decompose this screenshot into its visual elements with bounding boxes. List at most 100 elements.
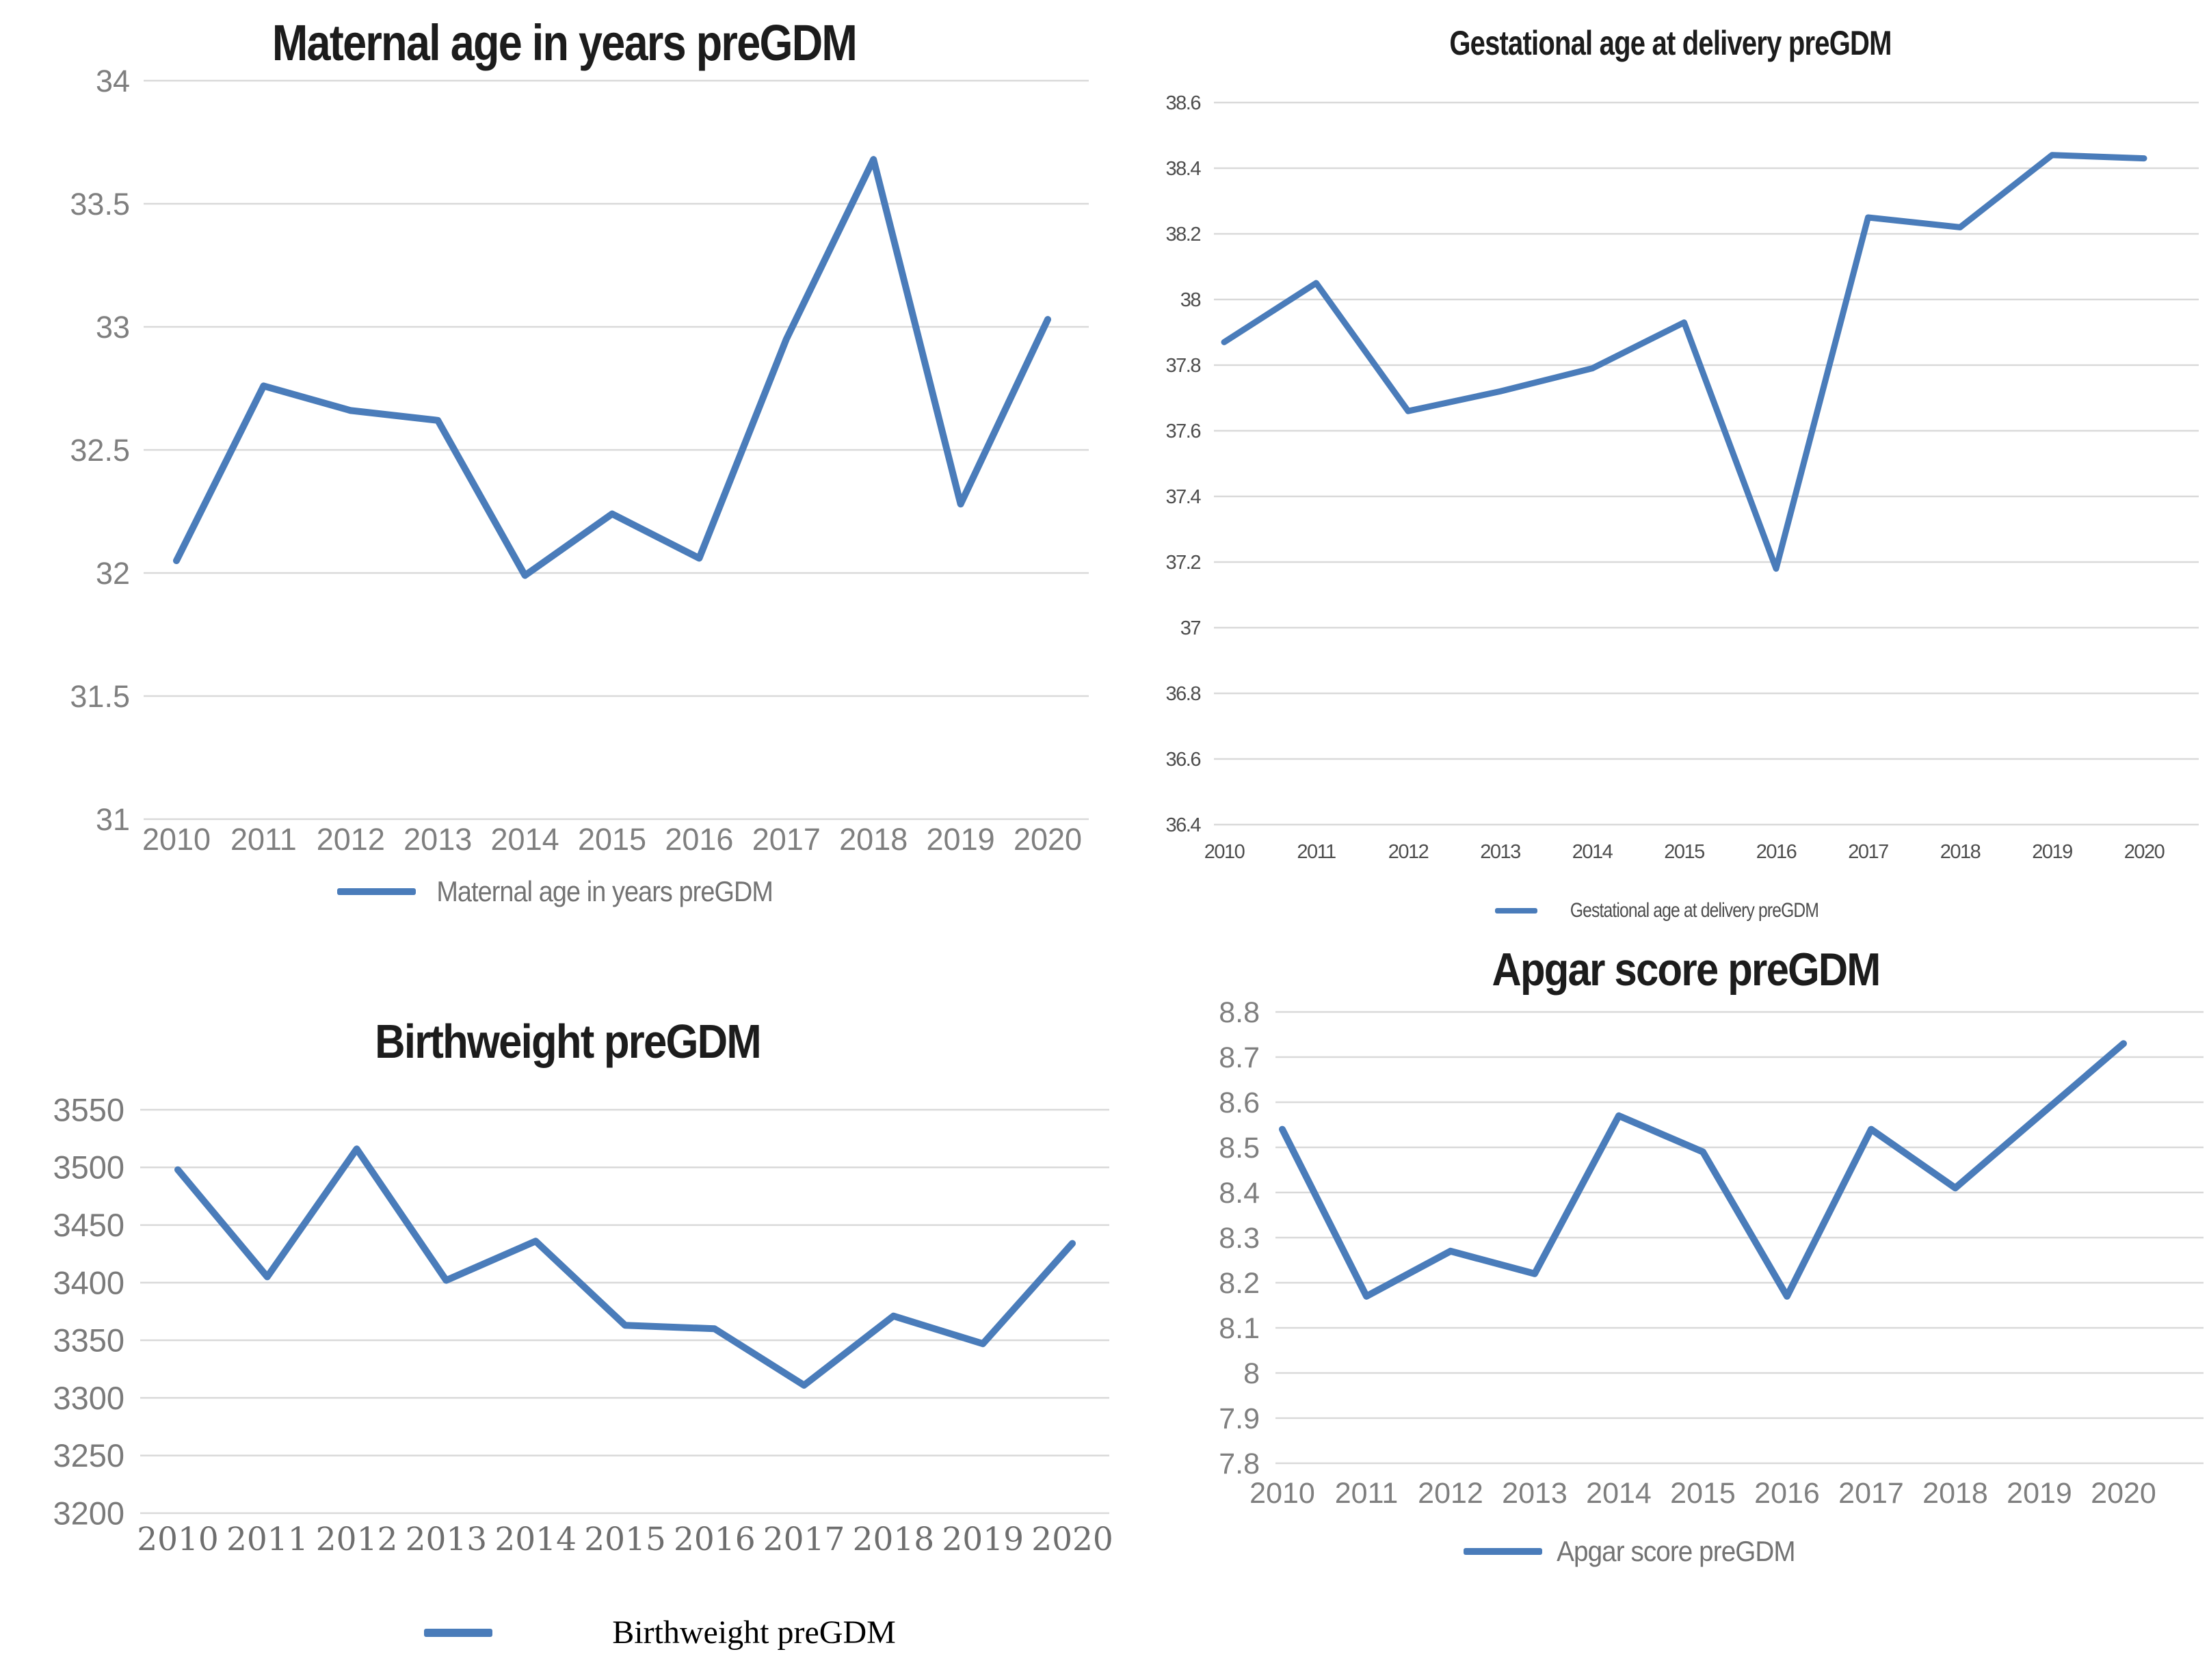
y-axis-tick-labels: 38.6 38.4 38.2 38 37.8 37.6 37.4 37.2 37 36.8 36.6… bbox=[1166, 92, 1202, 836]
x-axis-tick-labels: 2010 2011 2012 2013 2014 2015 2016 2017 2018 2019… bbox=[137, 1521, 1113, 1558]
svg-text:2012: 2012 bbox=[1388, 841, 1429, 863]
x-axis-tick-labels: 2010 2011 2012 2013 2014 2015 2016 2017 2018 2019… bbox=[142, 822, 1082, 857]
svg-text:34: 34 bbox=[96, 64, 130, 98]
svg-text:38.6: 38.6 bbox=[1166, 92, 1201, 114]
svg-text:2015: 2015 bbox=[584, 1521, 666, 1558]
svg-text:7.8: 7.8 bbox=[1219, 1448, 1260, 1480]
svg-text:2010: 2010 bbox=[137, 1521, 219, 1558]
svg-text:7.9: 7.9 bbox=[1219, 1402, 1260, 1435]
x-axis-tick-labels: 2010 2011 2012 2013 2014 2015 2016 2017 2018 2019… bbox=[1249, 1477, 2156, 1510]
svg-text:2018: 2018 bbox=[1940, 841, 1981, 863]
svg-text:2020: 2020 bbox=[1031, 1521, 1113, 1558]
y-axis-tick-labels: 3550 3500 3450 3400 3350 3300 3250 3200 bbox=[53, 1091, 124, 1531]
svg-text:8.3: 8.3 bbox=[1219, 1222, 1260, 1255]
svg-text:8.6: 8.6 bbox=[1219, 1086, 1260, 1119]
svg-text:3500: 3500 bbox=[53, 1149, 124, 1186]
svg-text:36.4: 36.4 bbox=[1166, 814, 1202, 836]
series-line bbox=[1221, 152, 2147, 572]
svg-text:2016: 2016 bbox=[665, 822, 733, 857]
svg-text:2010: 2010 bbox=[142, 822, 211, 857]
legend-label-apgar-score: Apgar score preGDM bbox=[1557, 1535, 1795, 1567]
gridlines bbox=[140, 1108, 1109, 1515]
svg-text:2016: 2016 bbox=[674, 1521, 756, 1558]
svg-text:2012: 2012 bbox=[317, 822, 385, 857]
svg-text:8.8: 8.8 bbox=[1219, 998, 1260, 1029]
svg-text:8.2: 8.2 bbox=[1219, 1267, 1260, 1300]
chart-gestational-age: Gestational age at delivery preGDM 38.6 3… bbox=[1132, 7, 2209, 944]
svg-text:2015: 2015 bbox=[1670, 1477, 1736, 1510]
svg-text:37.2: 37.2 bbox=[1166, 552, 1201, 574]
series-line bbox=[1279, 1040, 2127, 1300]
legend-line-icon bbox=[336, 888, 416, 895]
svg-text:8.5: 8.5 bbox=[1219, 1132, 1260, 1164]
svg-text:8.1: 8.1 bbox=[1219, 1312, 1260, 1345]
svg-text:2017: 2017 bbox=[1848, 841, 1888, 863]
svg-text:32.5: 32.5 bbox=[70, 433, 130, 468]
svg-text:2016: 2016 bbox=[1756, 841, 1797, 863]
svg-text:2011: 2011 bbox=[230, 822, 297, 857]
chart-maternal-age: Maternal age in years preGDM 34 33.5 33 32.… bbox=[27, 7, 1101, 926]
chart-title-maternal-age: Maternal age in years preGDM bbox=[272, 14, 858, 71]
gestational-age-plot: 38.6 38.4 38.2 38 37.8 37.6 37.4 37.2 37 36.8 36.6… bbox=[1166, 92, 2199, 863]
series-line bbox=[174, 1145, 1076, 1389]
svg-text:32: 32 bbox=[96, 556, 130, 591]
svg-text:2014: 2014 bbox=[491, 822, 559, 857]
svg-text:2019: 2019 bbox=[2007, 1477, 2072, 1510]
svg-text:3250: 3250 bbox=[53, 1437, 124, 1474]
svg-text:37.8: 37.8 bbox=[1166, 355, 1201, 377]
legend-apgar-score: Apgar score preGDM bbox=[1163, 1535, 2209, 1568]
svg-text:2017: 2017 bbox=[1838, 1477, 1904, 1510]
svg-text:2014: 2014 bbox=[1586, 1477, 1652, 1510]
legend-line-icon bbox=[424, 1628, 493, 1637]
svg-text:3350: 3350 bbox=[53, 1322, 124, 1359]
svg-text:36.8: 36.8 bbox=[1166, 683, 1201, 705]
svg-text:2015: 2015 bbox=[578, 822, 646, 857]
svg-text:31.5: 31.5 bbox=[70, 679, 130, 714]
svg-text:37.6: 37.6 bbox=[1166, 421, 1201, 442]
gridlines bbox=[144, 79, 1089, 821]
svg-text:37: 37 bbox=[1180, 617, 1201, 639]
legend-birthweight: Birthweight preGDM bbox=[21, 1614, 1115, 1651]
svg-text:2017: 2017 bbox=[752, 822, 821, 857]
legend-line-icon bbox=[1464, 1548, 1543, 1555]
svg-text:3450: 3450 bbox=[53, 1207, 124, 1243]
svg-text:37.4: 37.4 bbox=[1166, 486, 1202, 508]
svg-text:2020: 2020 bbox=[2124, 841, 2165, 863]
x-axis-tick-labels: 2010 2011 2012 2013 2014 2015 2016 2017 2018 2019… bbox=[1204, 841, 2165, 863]
svg-text:3200: 3200 bbox=[53, 1495, 124, 1531]
svg-text:8: 8 bbox=[1243, 1357, 1260, 1390]
svg-text:2019: 2019 bbox=[2032, 841, 2072, 863]
series-line bbox=[173, 156, 1051, 579]
svg-text:2011: 2011 bbox=[226, 1521, 308, 1558]
svg-text:2010: 2010 bbox=[1204, 841, 1245, 863]
maternal-age-plot: 34 33.5 33 32.5 32 31.5 31 2010 2011 2012 2013 2014… bbox=[70, 64, 1089, 857]
svg-text:2013: 2013 bbox=[1502, 1477, 1568, 1510]
gridlines bbox=[1214, 101, 2199, 826]
svg-text:38: 38 bbox=[1180, 289, 1201, 311]
svg-text:33: 33 bbox=[96, 310, 130, 345]
y-axis-tick-labels: 8.8 8.7 8.6 8.5 8.4 8.3 8.2 8.1 8 7.9 7.8 bbox=[1219, 998, 1260, 1480]
svg-text:2017: 2017 bbox=[763, 1521, 845, 1558]
svg-text:2011: 2011 bbox=[1297, 841, 1336, 863]
svg-text:31: 31 bbox=[96, 802, 130, 837]
svg-text:2013: 2013 bbox=[404, 822, 472, 857]
chart-title-apgar-score: Apgar score preGDM bbox=[1492, 944, 1881, 996]
svg-text:2014: 2014 bbox=[1572, 841, 1613, 863]
svg-text:2020: 2020 bbox=[1014, 822, 1082, 857]
svg-text:2020: 2020 bbox=[2091, 1477, 2156, 1510]
svg-text:2018: 2018 bbox=[853, 1521, 935, 1558]
svg-text:38.2: 38.2 bbox=[1166, 224, 1201, 245]
svg-text:8.7: 8.7 bbox=[1219, 1041, 1260, 1074]
svg-text:3300: 3300 bbox=[53, 1380, 124, 1416]
svg-text:2016: 2016 bbox=[1754, 1477, 1820, 1510]
legend-line-icon bbox=[1495, 908, 1538, 914]
svg-text:2019: 2019 bbox=[927, 822, 995, 857]
svg-text:2011: 2011 bbox=[1335, 1477, 1398, 1510]
svg-text:38.4: 38.4 bbox=[1166, 158, 1202, 180]
svg-text:2012: 2012 bbox=[1418, 1477, 1483, 1510]
legend-maternal-age: Maternal age in years preGDM bbox=[27, 875, 1101, 908]
svg-text:2018: 2018 bbox=[839, 822, 908, 857]
svg-text:3550: 3550 bbox=[53, 1091, 124, 1128]
birthweight-plot: 3550 3500 3450 3400 3350 3300 3250 3200 2010 2011… bbox=[53, 1091, 1113, 1558]
